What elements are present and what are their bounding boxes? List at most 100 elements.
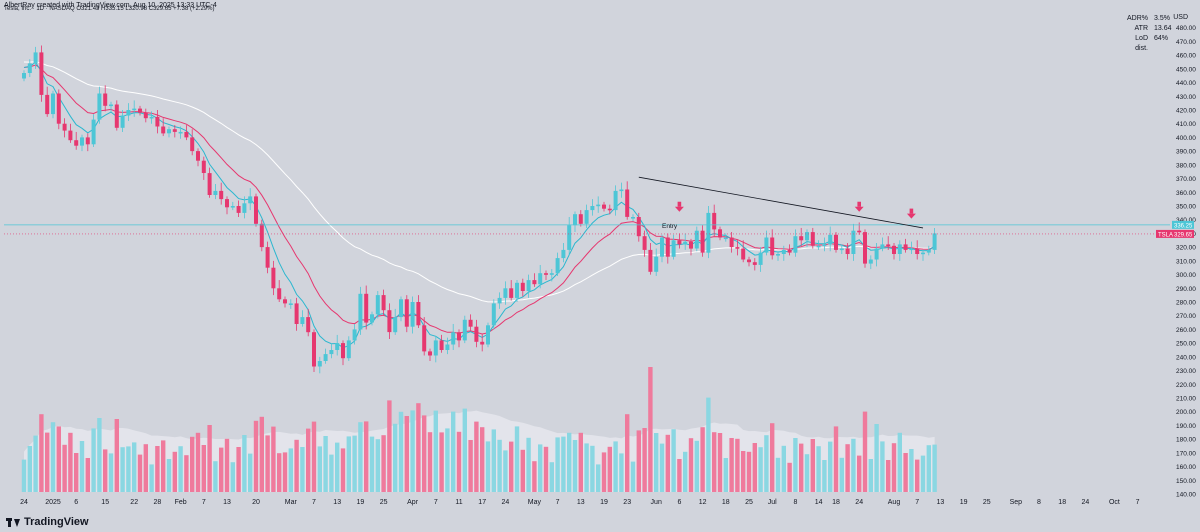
y-tick-label: 250.00 (1176, 341, 1196, 348)
volume-bar (45, 432, 50, 492)
candle-body (56, 93, 61, 124)
volume-bar (532, 461, 537, 492)
candle-body (74, 140, 79, 146)
volume-bar (410, 410, 415, 492)
volume-bar (172, 451, 177, 492)
candle-body (399, 299, 403, 318)
volume-bar (909, 449, 914, 492)
resistance-trendline (638, 176, 924, 229)
y-tick-label: 200.00 (1176, 409, 1196, 416)
volume-bar (926, 445, 931, 492)
candle-body (839, 248, 844, 251)
volume-bar (648, 367, 653, 492)
candle-body (718, 229, 722, 238)
volume-average-area (24, 410, 935, 492)
volume-bar (369, 436, 375, 492)
stat-row: ADR% 3.5% (1122, 14, 1176, 24)
volume-bar (671, 429, 676, 492)
candle-body (787, 249, 792, 253)
volume-bar (526, 437, 531, 492)
volume-bar (665, 434, 670, 492)
volume-bar (584, 443, 589, 492)
volume-bar (132, 442, 137, 492)
volume-bar (108, 453, 114, 492)
stat-value: 13.64 (1154, 25, 1172, 32)
candle-body (422, 325, 427, 352)
y-tick-label: 220.00 (1176, 382, 1196, 389)
volume-bar (27, 446, 32, 492)
x-tick-label: 18 (722, 499, 730, 506)
candle-body (248, 196, 253, 204)
volume-bar (474, 421, 479, 492)
x-tick-label: 19 (600, 499, 608, 506)
candle-body (834, 234, 838, 250)
volume-bar (659, 443, 665, 492)
x-tick-label: Mar (285, 499, 298, 506)
candle-body (747, 259, 751, 263)
volume-bar (561, 436, 566, 492)
volume-bar (50, 422, 56, 492)
candle-body (625, 189, 630, 217)
currency-button[interactable]: USD (1173, 14, 1188, 21)
candle-body (729, 237, 734, 248)
volume-bar (236, 447, 241, 492)
candle-body (909, 248, 914, 251)
x-tick-label: 8 (793, 499, 797, 506)
volume-bar (781, 445, 786, 492)
candle-body (416, 302, 421, 326)
volume-bar (143, 444, 148, 492)
candle-body (457, 332, 461, 341)
volume-bar (456, 431, 462, 492)
x-tick-label: 11 (455, 499, 462, 506)
volume-bar (375, 439, 380, 492)
y-tick-label: 160.00 (1176, 464, 1196, 471)
down-arrow-icon (677, 201, 682, 207)
y-tick-label: 440.00 (1176, 80, 1196, 87)
candle-body (474, 326, 479, 342)
volume-bar (491, 429, 496, 492)
volume-bar (352, 435, 357, 492)
volume-bar (195, 432, 201, 492)
candle-body (544, 273, 548, 275)
candle-body (300, 317, 305, 324)
candle-body (845, 248, 850, 254)
volume-bar (920, 455, 926, 492)
candle-body (33, 52, 38, 64)
candle-body (752, 262, 757, 265)
candle-body (486, 325, 490, 345)
x-tick-label: 19 (960, 499, 968, 506)
candle-body (370, 314, 374, 323)
candle-body (926, 249, 931, 253)
stat-value: 3.5% (1154, 15, 1170, 22)
candle-body (445, 344, 450, 350)
candle-body (880, 244, 885, 249)
volume-bar (422, 415, 427, 492)
x-tick-label: 25 (380, 499, 388, 506)
volume-bar (723, 458, 728, 492)
y-tick-label: 320.00 (1176, 245, 1196, 252)
volume-bar (868, 459, 873, 492)
volume-bar (509, 441, 514, 492)
y-tick-label: 370.00 (1176, 176, 1196, 183)
candle-body (213, 190, 218, 195)
candle-body (51, 93, 55, 115)
volume-bar (300, 447, 305, 492)
last-price-badge (1156, 229, 1194, 238)
candle-body (793, 236, 798, 253)
ema-slow-line (23, 61, 935, 303)
candle-body (561, 249, 566, 259)
x-tick-label: 7 (1136, 499, 1140, 506)
volume-bar (845, 444, 850, 492)
entry-label: Entry (662, 223, 678, 230)
volume-bar (804, 454, 810, 492)
volume-bar (451, 411, 456, 492)
volume-bar (746, 451, 752, 492)
volume-bar (549, 462, 554, 492)
y-tick-label: 210.00 (1176, 396, 1196, 403)
y-tick-label: 260.00 (1176, 327, 1196, 334)
candle-body (45, 94, 50, 115)
candle-body (242, 203, 247, 213)
candle-body (503, 288, 508, 298)
volume-bar (433, 410, 438, 492)
